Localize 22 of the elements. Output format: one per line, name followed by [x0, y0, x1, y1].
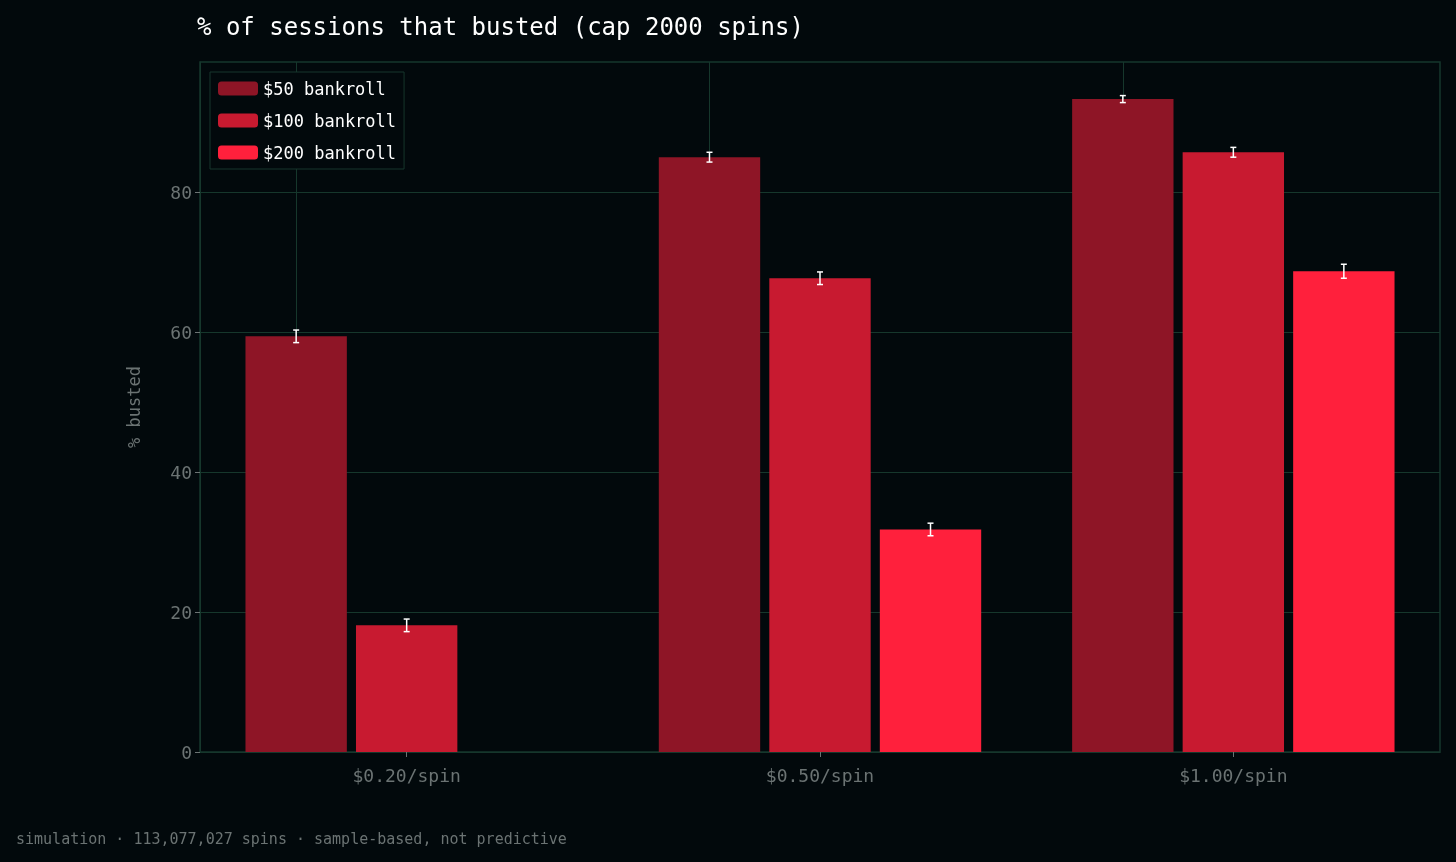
y-tick-label: 60 [170, 321, 192, 343]
chart-title: % of sessions that busted (cap 2000 spins) [197, 13, 804, 41]
legend-label: $100 bankroll [263, 110, 397, 131]
bar [1072, 99, 1174, 752]
bar [1293, 271, 1395, 752]
legend-label: $200 bankroll [263, 142, 397, 163]
y-tick-label: 0 [181, 741, 192, 763]
x-tick-label: $0.50/spin [765, 764, 875, 786]
y-axis-title: % busted [123, 366, 144, 448]
x-tick-label: $0.20/spin [352, 764, 461, 786]
legend-label: $50 bankroll [263, 78, 386, 99]
text: simulation · 113,077,027 spins · sample-based, not predictive [16, 829, 567, 848]
bar [658, 157, 761, 752]
y-tick-label: 20 [170, 601, 192, 623]
x-tick-label: $1.00/spin [1179, 764, 1288, 786]
bar [769, 278, 871, 752]
y-tick-label: 40 [170, 461, 192, 483]
bar [355, 625, 458, 752]
bar [879, 529, 982, 752]
bar [1182, 152, 1285, 752]
y-tick-label: 80 [170, 181, 192, 203]
bar [245, 336, 347, 752]
